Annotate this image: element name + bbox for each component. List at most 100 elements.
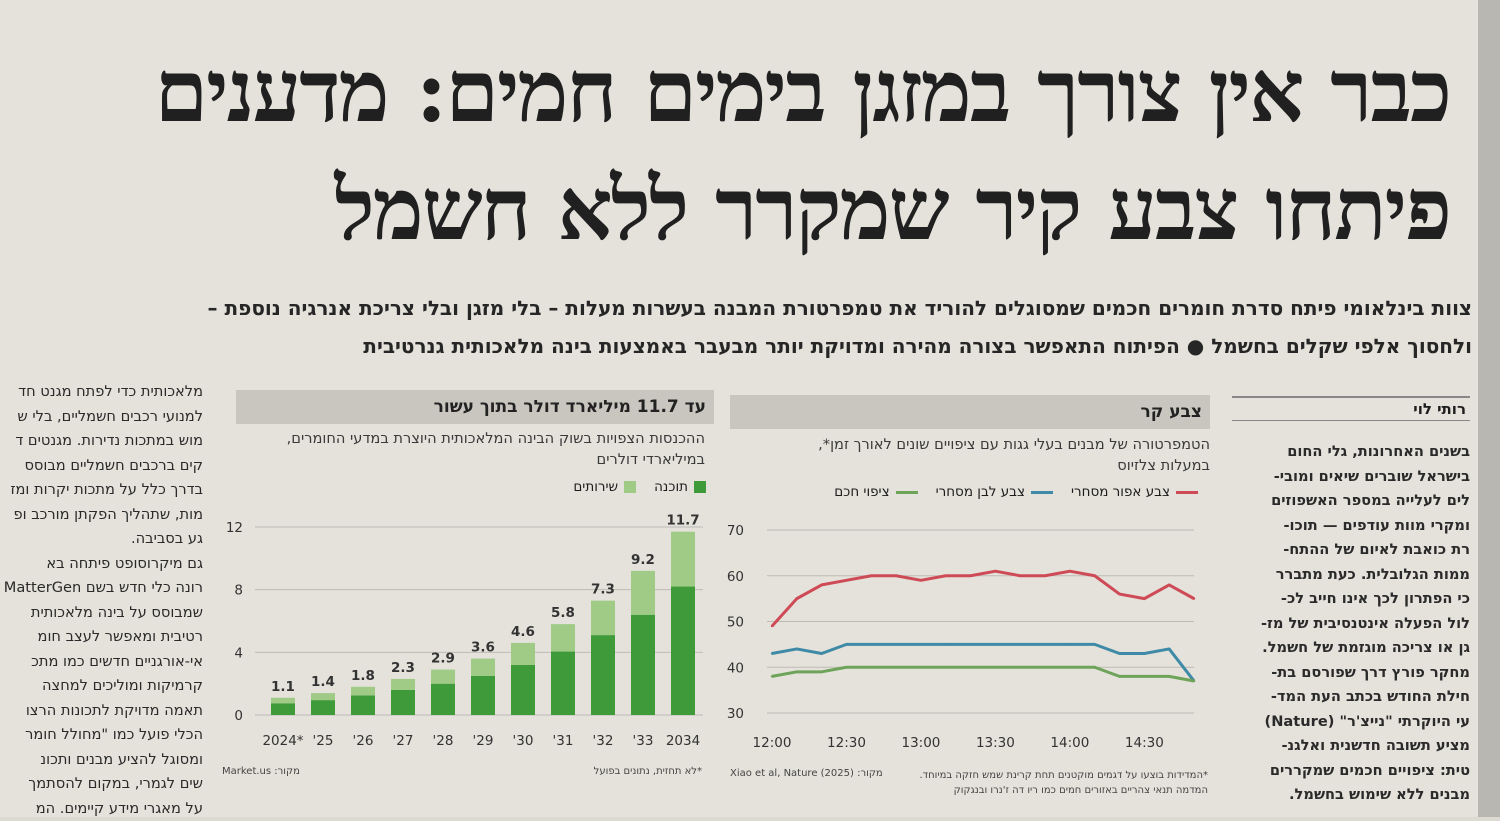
article-line: חילת החודש בכתב העת המד- [1218,685,1470,710]
data-point [771,675,773,677]
y-tick-label: 0 [234,708,243,724]
data-point [1019,666,1021,668]
data-point [870,643,872,645]
data-point [895,643,897,645]
legend-smart-coating: ציפוי חכם [834,484,917,500]
subheadline-line-2: ולחסוך אלפי שקלים בחשמל ● הפיתוח התאפשר … [363,334,1472,358]
article-line: כי הפתרון לכך אינו חייב לכ- [1218,587,1470,612]
legend-services: שירותים [573,479,636,495]
data-point [895,666,897,668]
bar-segment [271,698,295,703]
data-point [1118,675,1120,677]
bar-value-label: 1.4 [311,674,335,690]
article-line: הכלי פועל כמו "מחולל חומר [0,723,203,748]
data-point [920,579,922,581]
data-point [1168,648,1170,650]
article-line: טית: ציפויים חכמים שמקררים [1218,759,1470,784]
bar-segment [391,679,415,690]
x-tick-label: '29 [473,733,494,749]
x-tick-label: '31 [553,733,574,749]
x-tick-label: '30 [513,733,534,749]
y-tick-label: 8 [234,583,243,599]
market-chart-desc-2: במיליארדי דולרים [597,449,705,470]
data-point [820,584,822,586]
market-bar-chart: 048121.12024*1.4'251.8'262.3'272.9'283.6… [225,505,715,760]
market-chart-legend: תוכנה שירותים [573,479,706,495]
y-tick-label: 40 [727,660,744,676]
data-point [895,575,897,577]
bar-segment [671,532,695,587]
data-point [969,666,971,668]
market-chart-title: עד 11.7 מיליארד דולר בתוך עשור [236,390,714,424]
bar-value-label: 1.1 [271,679,295,695]
temp-chart-desc-2: במעלות צלזיוס [1117,455,1210,476]
data-point [1094,643,1096,645]
data-point [1044,575,1046,577]
data-point [845,579,847,581]
market-chart-footnote: *לא תחזית, נתונים בפועל [594,766,702,777]
x-tick-label: '33 [633,733,654,749]
data-point [1044,666,1046,668]
data-point [969,643,971,645]
x-tick-label: 2024* [262,733,303,749]
data-point [870,666,872,668]
temp-chart-footnote-1: *המדידות בוצעו על דגמים מוקטנים תחת קרינ… [920,770,1209,781]
article-line: מלאכותית כדי לפתח מגנט חד [0,380,203,405]
data-point [920,666,922,668]
article-line: רטיבית ומאפשר לעצב חומ [0,625,203,650]
article-line: תאמה מדויקת לתכונות הרצו [0,699,203,724]
bar-segment [591,635,615,715]
bar-value-label: 5.8 [551,605,575,621]
legend-gray-paint: צבע אפור מסחרי [1071,484,1198,500]
y-tick-label: 70 [727,523,744,539]
article-line: ממות הגלובלית. כעת מתברר [1218,563,1470,588]
bar-segment [671,587,695,715]
data-point [1019,643,1021,645]
x-tick-label: 13:30 [976,735,1015,751]
article-line: רת כואבת לאיום של ההתח- [1218,538,1470,563]
bar-segment [431,670,455,684]
bar-segment [351,695,375,715]
data-point [771,625,773,627]
article-line: ומקרי מוות עודפים — תוכו- [1218,514,1470,539]
bar-value-label: 2.9 [431,651,455,667]
data-point [1168,675,1170,677]
x-tick-label: '32 [593,733,614,749]
bar-segment [311,700,335,715]
article-line: שמבוסס על בינה מלאכותית [0,601,203,626]
bar-segment [271,703,295,715]
page-fold [1478,0,1500,817]
data-point [969,575,971,577]
bar-segment [391,690,415,715]
x-tick-label: 13:00 [901,735,940,751]
article-line: לים לעלייה במספר האשפוזים [1218,489,1470,514]
bar-value-label: 11.7 [666,513,699,529]
x-tick-label: '26 [353,733,374,749]
article-line: עי היוקרתי "נייצ'ר" (Nature) [1218,710,1470,735]
data-point [845,666,847,668]
bar-segment [591,601,615,635]
data-point [1094,575,1096,577]
article-line: ומסוגל להציע מבנים ותכונ [0,748,203,773]
data-point [1069,570,1071,572]
temp-chart-title: צבע קר [730,395,1210,429]
data-point [920,643,922,645]
bar-segment [311,693,335,700]
data-point [1069,666,1071,668]
article-line: בישראל שוברים שיאים ומובי- [1218,465,1470,490]
article-line: אי-אורגניים חדשים כמו מתכ [0,650,203,675]
data-point [1118,593,1120,595]
temp-chart-legend: צבע אפור מסחרי צבע לבן מסחרי ציפוי חכם [834,484,1198,500]
article-line: מוש במתכות נדירות. מגנטים ד [0,429,203,454]
data-point [1094,666,1096,668]
bar-segment [431,684,455,715]
article-line: בדרך כלל על מתכות יקרות ומז [0,478,203,503]
data-point [945,643,947,645]
subheadline-line-1: צוות בינלאומי פיתח סדרת חומרים חכמים שמס… [208,296,1472,320]
data-point [796,597,798,599]
bar-value-label: 4.6 [511,624,535,640]
x-tick-label: 14:30 [1125,735,1164,751]
